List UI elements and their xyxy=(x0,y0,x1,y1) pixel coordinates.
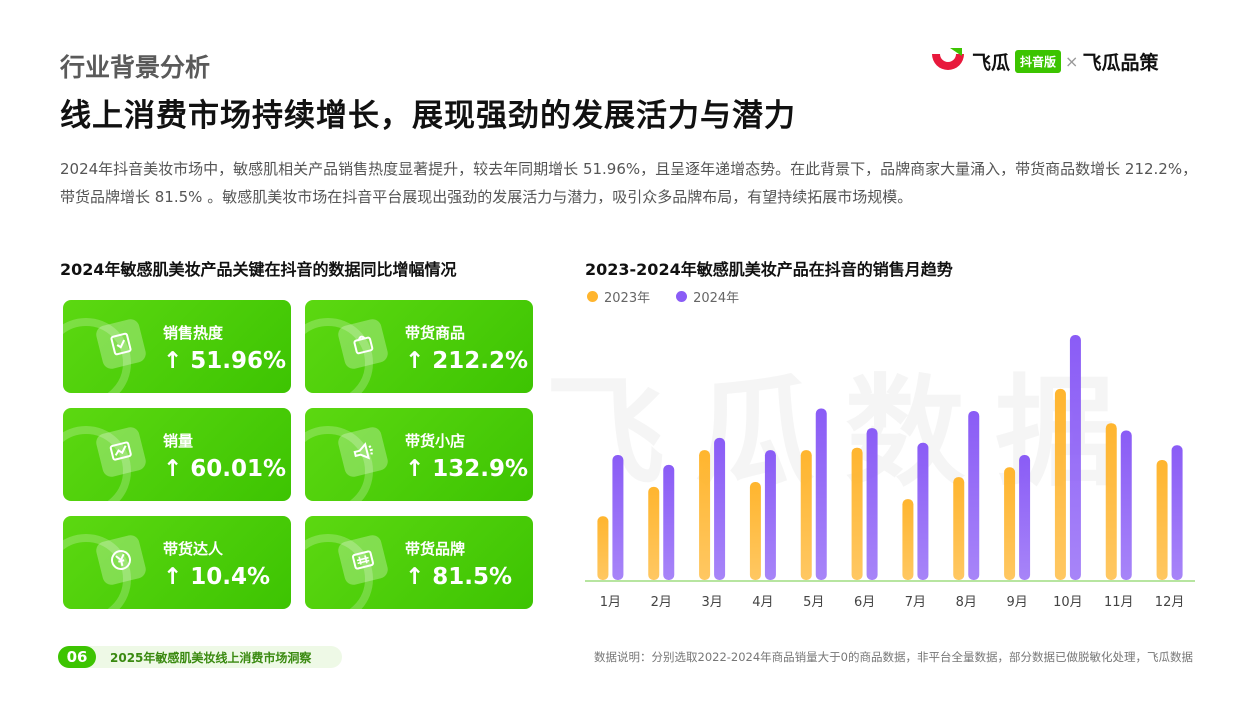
bar-2024年-3月 xyxy=(714,437,726,580)
source-note: 数据说明：分别选取2022-2024年商品销量大于0的商品数据，非平台全量数据，… xyxy=(594,650,1193,664)
bar-2024年-1月 xyxy=(612,455,624,580)
stat-value: ↑ 212.2% xyxy=(405,348,529,374)
card-decoration xyxy=(63,318,131,393)
bar-2023年-10月 xyxy=(1054,388,1066,580)
legend-item-2023: 2023年 xyxy=(587,287,650,306)
stat-label: 带货商品 xyxy=(405,324,466,342)
bar-2023年-12月 xyxy=(1156,459,1168,580)
receipt-icon xyxy=(94,317,148,371)
left-panel-title: 2024年敏感肌美妆产品关键在抖音的数据同比增幅情况 xyxy=(60,260,457,279)
chart-title: 2023-2024年敏感肌美妆产品在抖音的销售月趋势 xyxy=(585,260,953,279)
stat-value: ↑ 60.01% xyxy=(163,456,287,482)
yuan-coin-icon xyxy=(94,533,148,587)
logo-brand: 飞瓜 xyxy=(972,51,1011,74)
x-tick-label: 5月 xyxy=(803,595,824,610)
shopping-bag-icon xyxy=(336,317,390,371)
page-number: 06 xyxy=(58,646,96,668)
legend-dot-2023 xyxy=(587,291,598,302)
x-tick-label: 3月 xyxy=(701,595,722,610)
stat-card-influencers: 带货达人 ↑ 10.4% xyxy=(63,516,291,609)
stat-card-products: 带货商品 ↑ 212.2% xyxy=(305,300,533,393)
legend-label-2023: 2023年 xyxy=(604,291,651,306)
bar-2023年-7月 xyxy=(902,499,914,580)
bar-2024年-2月 xyxy=(663,464,675,580)
stat-card-stores: 带货小店 ↑ 132.9% xyxy=(305,408,533,501)
bar-2023年-11月 xyxy=(1105,423,1117,580)
monthly-sales-bar-chart: 1月 2月 3月 4月 5月 6月 7月 8月 9月 10月 11月 12月 xyxy=(585,335,1195,610)
x-tick-label: 9月 xyxy=(1006,595,1027,610)
stat-label: 销售热度 xyxy=(163,324,224,342)
trend-chart-icon xyxy=(94,425,148,479)
intro-paragraph: 2024年抖音美妆市场中，敏感肌相关产品销售热度显著提升，较去年同期增长 51.… xyxy=(60,160,1198,206)
bar-2024年-12月 xyxy=(1171,445,1183,580)
stat-value: ↑ 81.5% xyxy=(405,564,513,590)
x-tick-label: 12月 xyxy=(1155,595,1185,610)
bar-2023年-2月 xyxy=(648,486,660,580)
megaphone-icon xyxy=(336,425,390,479)
section-label: 行业背景分析 xyxy=(60,53,211,82)
bar-2024年-6月 xyxy=(866,428,878,580)
stat-label: 带货品牌 xyxy=(405,540,466,558)
logo-badge: 抖音版 xyxy=(1015,49,1062,73)
x-tick-label: 2月 xyxy=(651,595,672,610)
bar-2023年-4月 xyxy=(749,482,761,580)
stat-value: ↑ 132.9% xyxy=(405,456,529,482)
card-decoration xyxy=(305,318,373,393)
card-decoration xyxy=(305,426,373,501)
x-tick-label: 11月 xyxy=(1104,595,1134,610)
logo-separator: × xyxy=(1065,51,1079,71)
chart-legend: 2023年 2024年 xyxy=(587,287,765,306)
card-decoration xyxy=(63,426,131,501)
bar-2023年-9月 xyxy=(1004,467,1016,580)
card-decoration xyxy=(63,534,131,609)
bar-2023年-3月 xyxy=(699,450,711,580)
legend-dot-2024 xyxy=(676,291,688,302)
feigua-logo-icon xyxy=(932,48,964,70)
x-tick-label: 4月 xyxy=(752,595,773,610)
bar-2023年-1月 xyxy=(597,516,609,580)
logo-partner: 飞瓜品策 xyxy=(1082,51,1159,74)
stat-value: ↑ 10.4% xyxy=(163,564,271,590)
logo: 飞瓜 抖音版 × 飞瓜品策 xyxy=(928,45,1158,77)
x-tick-label: 10月 xyxy=(1053,595,1083,610)
bar-2024年-10月 xyxy=(1069,335,1081,580)
bar-2024年-9月 xyxy=(1019,455,1031,580)
bar-2023年-6月 xyxy=(851,447,863,580)
bar-2024年-4月 xyxy=(764,450,776,580)
x-tick-label: 8月 xyxy=(956,595,977,610)
bar-2023年-8月 xyxy=(953,477,965,580)
stat-card-sales-volume: 销量 ↑ 60.01% xyxy=(63,408,291,501)
legend-label-2024: 2024年 xyxy=(693,291,740,306)
x-tick-label: 6月 xyxy=(854,595,875,610)
bar-2024年-7月 xyxy=(917,442,929,580)
bar-2023年-5月 xyxy=(800,450,812,580)
x-tick-label: 1月 xyxy=(600,595,621,610)
stat-label: 销量 xyxy=(163,432,194,450)
bar-2024年-11月 xyxy=(1120,430,1132,580)
stat-value: ↑ 51.96% xyxy=(163,348,287,374)
stat-label: 带货达人 xyxy=(163,540,224,558)
brand-tag-icon xyxy=(336,533,390,587)
stat-card-sales-heat: 销售热度 ↑ 51.96% xyxy=(63,300,291,393)
bar-2024年-8月 xyxy=(968,410,980,580)
x-tick-label: 7月 xyxy=(905,595,926,610)
report-title: 2025年敏感肌美妆线上消费市场洞察 xyxy=(110,651,312,665)
page-title: 线上消费市场持续增长，展现强劲的发展活力与潜力 xyxy=(60,98,796,134)
footer-pill xyxy=(58,646,342,668)
stat-card-brands: 带货品牌 ↑ 81.5% xyxy=(305,516,533,609)
card-decoration xyxy=(305,534,373,609)
bar-2024年-5月 xyxy=(815,408,827,580)
legend-item-2024: 2024年 xyxy=(676,287,739,306)
stat-label: 带货小店 xyxy=(405,432,466,450)
